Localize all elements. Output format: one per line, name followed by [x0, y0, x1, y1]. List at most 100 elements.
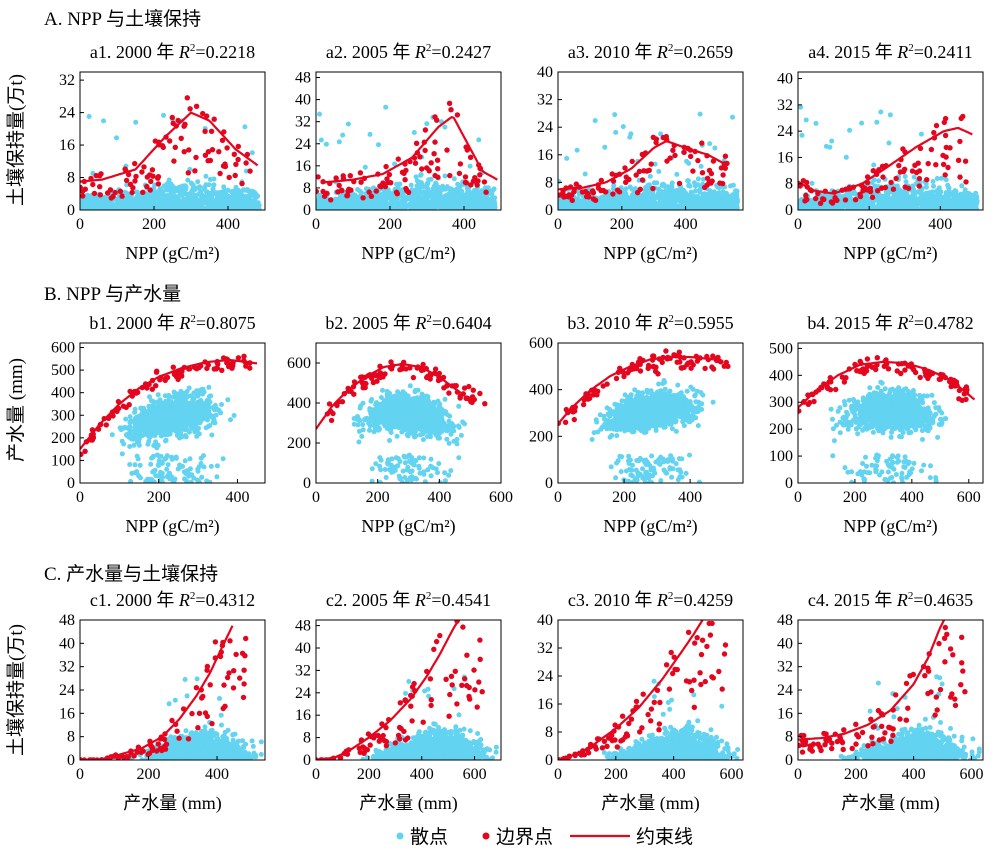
boundary-point	[383, 163, 389, 170]
scatter-point	[681, 198, 687, 204]
scatter-point	[345, 121, 351, 127]
scatter-point	[903, 205, 908, 210]
scatter-point	[419, 207, 425, 210]
scatter-point	[383, 104, 389, 110]
scatter-point	[903, 179, 909, 185]
scatter-point	[221, 189, 227, 195]
scatter-point	[152, 197, 158, 203]
scatter-point	[716, 185, 722, 191]
scatter-point	[451, 176, 457, 182]
scatter-point	[692, 188, 698, 194]
boundary-point	[916, 183, 922, 189]
scatter-point	[376, 142, 381, 148]
scatter-point	[82, 206, 88, 210]
boundary-point	[224, 145, 230, 151]
boundary-point	[942, 132, 949, 139]
scatter-point	[167, 205, 173, 210]
boundary-point	[117, 188, 124, 194]
scatter-point	[433, 180, 439, 186]
scatter-point	[621, 189, 627, 195]
scatter-point	[704, 194, 710, 200]
boundary-point	[80, 184, 83, 191]
y-tick-label: 8	[785, 176, 793, 193]
boundary-point	[320, 188, 326, 195]
boundary-point	[901, 166, 908, 172]
x-tick-label: 400	[928, 216, 952, 233]
boundary-point	[447, 172, 453, 179]
scatter-point	[168, 181, 174, 187]
scatter-point	[621, 198, 627, 203]
scatter-point	[807, 204, 812, 210]
boundary-point	[590, 188, 596, 194]
scatter-point	[666, 192, 672, 198]
scatter-point	[936, 198, 942, 204]
boundary-point	[893, 175, 899, 182]
scatter-point	[962, 187, 968, 193]
scatter-point	[372, 205, 378, 210]
scatter-point	[397, 206, 403, 210]
scatter-point	[651, 180, 657, 186]
scatter-point	[612, 112, 618, 118]
boundary-point	[129, 189, 135, 196]
boundary-point	[132, 160, 138, 167]
boundary-point	[474, 182, 480, 188]
scatter-point	[629, 186, 635, 192]
scatter-point	[697, 189, 703, 195]
scatter-point	[649, 198, 655, 204]
scatter-point	[179, 187, 185, 192]
scatter-point	[424, 181, 430, 187]
boundary-point	[817, 200, 824, 206]
scatter-point	[570, 202, 576, 208]
scatter-point	[709, 203, 715, 209]
scatter-point	[929, 193, 935, 199]
boundary-point	[695, 157, 701, 164]
boundary-point	[175, 117, 181, 124]
scatter-point	[628, 131, 634, 137]
scatter-point	[939, 175, 944, 181]
boundary-point	[208, 128, 215, 134]
boundary-point	[857, 191, 863, 197]
scatter-point	[687, 183, 693, 189]
plot-area-b1	[80, 353, 258, 483]
boundary-point	[373, 188, 379, 194]
scatter-point	[408, 182, 414, 188]
boundary-point	[690, 168, 696, 174]
scatter-point	[798, 104, 804, 110]
scatter-point	[873, 206, 879, 210]
scatter-point	[697, 111, 703, 117]
scatter-point	[870, 202, 876, 208]
scatter-point	[318, 205, 324, 210]
plot-area-a3	[558, 111, 740, 210]
boundary-point	[358, 179, 364, 185]
boundary-point	[316, 188, 319, 195]
scatter-point	[695, 176, 701, 182]
boundary-point	[233, 161, 239, 167]
scatter-point	[100, 205, 106, 210]
x-tick-label: 200	[142, 216, 166, 233]
boundary-point	[187, 106, 193, 112]
boundary-point	[483, 189, 489, 195]
scatter-point	[175, 196, 181, 202]
scatter-point	[86, 114, 92, 119]
scatter-point	[941, 199, 947, 205]
scatter-point	[411, 130, 417, 135]
scatter-point	[154, 191, 160, 197]
scatter-point	[181, 201, 187, 207]
boundary-point	[147, 172, 153, 178]
scatter-point	[456, 194, 462, 200]
boundary-point	[582, 188, 589, 195]
scatter-point	[602, 144, 608, 150]
scatter-point	[421, 200, 426, 206]
boundary-point	[444, 147, 450, 153]
scatter-point	[412, 194, 418, 200]
scatter-point	[430, 191, 436, 197]
scatter-point	[136, 195, 141, 201]
boundary-point	[171, 158, 177, 164]
x-tick-label: 0	[312, 216, 320, 233]
boundary-point	[316, 174, 321, 180]
boundary-point	[377, 183, 383, 189]
scatter-point	[124, 191, 130, 197]
